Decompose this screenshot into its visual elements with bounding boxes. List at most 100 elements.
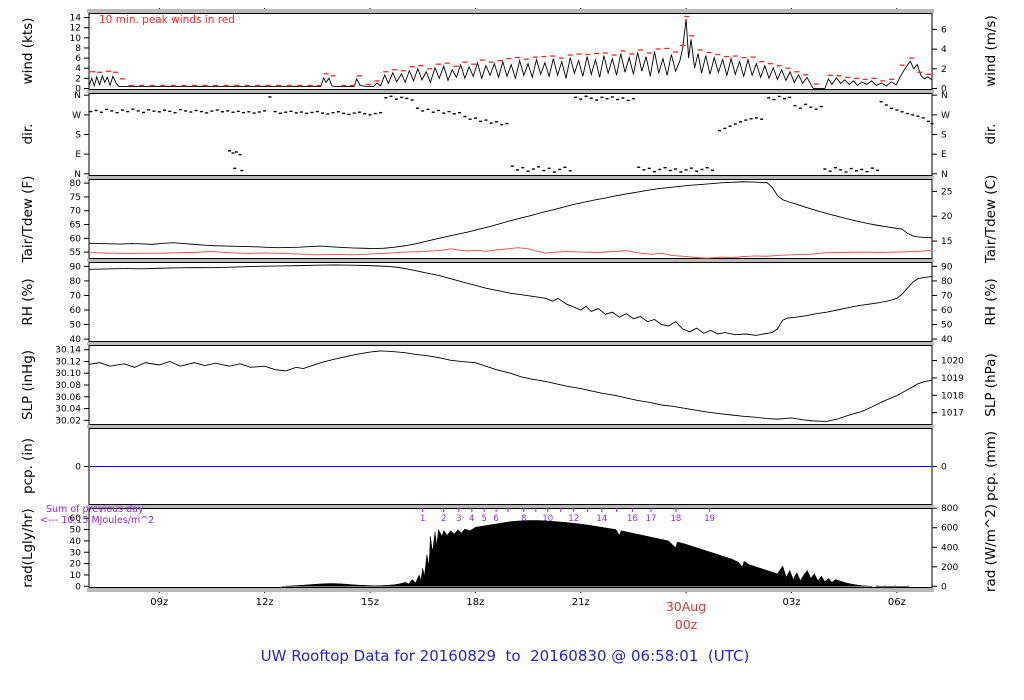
panel-separator	[87, 90, 934, 93]
y-tick-label: 50	[70, 321, 82, 331]
series-tair	[88, 181, 933, 249]
y-tick-label: 1019	[941, 374, 964, 384]
y-tick-label: 0	[75, 84, 81, 94]
series-slp	[88, 350, 933, 422]
y-tick-label: 4	[941, 45, 947, 55]
x-axis-date-label: 30Aug	[665, 599, 707, 614]
y-tick-label: 10	[70, 34, 82, 44]
y-tick-label: N	[74, 170, 81, 180]
axis-title-rh-left: RH (%)	[20, 278, 36, 326]
x-axis-date-hour: 00z	[674, 617, 698, 632]
y-tick-label: 2	[75, 74, 81, 84]
axis-title-dir-right: dir.	[983, 123, 999, 145]
y-tick-label: 0	[941, 463, 947, 473]
rad-cumulative-label: 1	[420, 514, 425, 524]
panel-separator	[87, 176, 934, 179]
x-tick-label: 06z	[888, 597, 906, 608]
panel-separator	[87, 342, 934, 345]
y-tick-label: 200	[941, 563, 958, 573]
y-tick-label: 30.06	[55, 393, 81, 403]
y-tick-label: E	[75, 150, 81, 160]
panel-separator	[87, 425, 934, 428]
y-tick-label: 55	[70, 248, 81, 258]
y-tick-label: 90	[70, 262, 82, 272]
y-tick-label: 40	[70, 335, 82, 345]
axis-title-pcp-left: pcp. (in)	[20, 438, 36, 494]
y-tick-label: 65	[70, 221, 81, 231]
y-tick-label: 70	[941, 291, 953, 301]
rad-cumulative-label: 4	[469, 514, 474, 524]
x-tick-label: 12z	[256, 597, 274, 608]
y-tick-label: 40	[941, 335, 953, 345]
rad-cumulative-label: 19	[704, 514, 715, 524]
y-tick-label: 8	[75, 44, 81, 54]
y-tick-label: S	[75, 131, 81, 141]
series-solar-radiation	[282, 520, 873, 587]
rad-cumulative-label: 2	[441, 514, 446, 524]
rad-cumulative-label: 14	[596, 514, 607, 524]
panel-rh: 40 50 60 70 80 90 40 50 60 70 80 90	[70, 262, 953, 345]
axis-title-pcp-right: pcp. (mm)	[983, 431, 999, 501]
y-tick-label: 0	[75, 463, 81, 473]
rad-cumulative-label: 3	[456, 514, 461, 524]
rad-sum-note-line1: Sum of previous day	[46, 504, 144, 515]
axis-title-slp-left: SLP (inHg)	[20, 349, 36, 421]
y-tick-label: 0	[941, 582, 947, 592]
panel-separator	[87, 505, 934, 508]
y-tick-label: 600	[941, 524, 958, 534]
peak-winds-note: 10 min. peak winds in red	[99, 14, 235, 26]
y-tick-label: N	[941, 170, 948, 180]
y-tick-label: 400	[941, 543, 958, 553]
y-tick-label: 60	[70, 514, 82, 524]
y-tick-label: 1018	[941, 391, 964, 401]
x-tick-label: 03z	[783, 597, 801, 608]
rad-cumulative-label: 17	[646, 514, 657, 524]
x-tick-label: 21z	[572, 597, 590, 608]
x-tick-label: 15z	[361, 597, 379, 608]
y-tick-label: 50	[70, 526, 82, 536]
y-tick-label: S	[941, 131, 947, 141]
y-tick-label: 6	[941, 25, 947, 35]
y-tick-label: 1020	[941, 357, 964, 367]
series-peak-winds	[90, 15, 931, 87]
y-tick-label: 70	[70, 207, 82, 217]
y-tick-label: 10	[70, 571, 82, 581]
panel-separator	[87, 9, 934, 13]
y-tick-label: 14	[70, 14, 82, 24]
axis-title-wind-left: wind (kts)	[20, 17, 36, 85]
axis-title-rh-right: RH (%)	[983, 278, 999, 326]
y-tick-label: N	[74, 91, 81, 101]
y-tick-label: 2	[941, 65, 947, 75]
x-tick-label: 18z	[466, 597, 484, 608]
x-tick-label: 09z	[150, 597, 168, 608]
axis-title-temp-right: Tair/Tdew (C)	[983, 174, 999, 264]
axis-title-rad-left: rad(Lgly/hr)	[20, 508, 36, 588]
panel-separator	[87, 259, 934, 262]
y-tick-label: 75	[70, 193, 81, 203]
y-tick-label: 4	[75, 64, 81, 74]
y-tick-label: 6	[75, 54, 81, 64]
axis-title-rad-right: rad (W/m^2)	[983, 503, 999, 593]
y-tick-label: 30.14	[55, 346, 81, 356]
rad-cumulative-label: 8	[521, 514, 526, 524]
y-tick-label: 20	[941, 212, 953, 222]
rad-cumulative-label: 5	[481, 514, 486, 524]
y-tick-label: 60	[941, 306, 953, 316]
y-tick-label: 80	[941, 277, 953, 287]
y-tick-label: E	[941, 150, 947, 160]
y-tick-label: N	[941, 91, 948, 101]
series-rh	[88, 264, 933, 336]
rad-sum-note-line2: <--- 10.15 MJoules/m^2	[40, 515, 155, 526]
series-wind-speed	[88, 19, 933, 89]
y-tick-label: 25	[941, 187, 952, 197]
y-tick-label: W	[72, 111, 81, 121]
y-tick-label: 800	[941, 504, 958, 514]
y-tick-label: 0	[941, 84, 947, 94]
axis-title-wind-right: wind (m/s)	[983, 15, 999, 87]
y-tick-label: W	[941, 111, 950, 121]
axis-title-dir-left: dir.	[20, 123, 36, 145]
